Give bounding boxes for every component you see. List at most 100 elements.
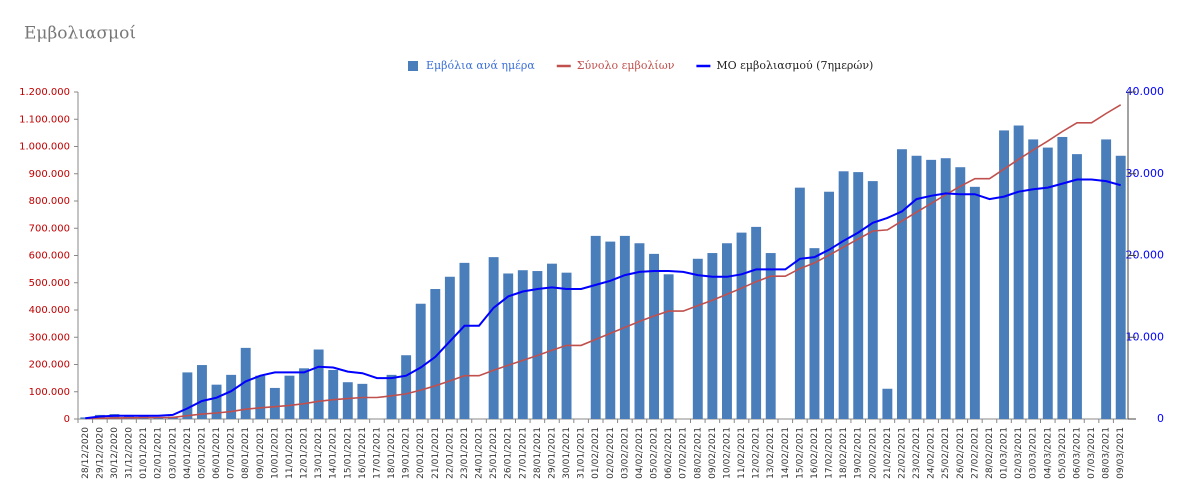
bar (722, 243, 732, 419)
y2-tick-label: 10.000 (1126, 330, 1165, 343)
x-tick-label: 17/02/2021 (825, 427, 835, 479)
bar (882, 388, 893, 419)
bar (765, 253, 776, 419)
bar (503, 273, 514, 419)
bar (605, 241, 616, 419)
x-tick-label: 04/01/2021 (183, 427, 193, 479)
x-tick-label: 07/03/2021 (1087, 427, 1097, 479)
x-tick-label: 25/02/2021 (941, 427, 951, 479)
bar (342, 382, 353, 419)
bar (634, 243, 645, 419)
y-tick-label: 200.000 (29, 360, 70, 371)
x-tick-label: 22/01/2021 (445, 427, 455, 479)
x-tick-label: 30/12/2020 (110, 427, 120, 479)
x-tick-label: 31/01/2021 (577, 427, 587, 479)
x-tick-label: 26/01/2021 (504, 427, 514, 479)
bar (736, 232, 747, 419)
bar (313, 349, 324, 419)
y-tick-label: 900.000 (29, 169, 70, 180)
bar (444, 276, 455, 419)
bar (547, 263, 557, 419)
y2-tick-label: 0 (1157, 412, 1164, 425)
x-tick-label: 01/01/2021 (139, 427, 149, 479)
x-tick-label: 02/03/2021 (1014, 427, 1024, 479)
x-tick-label: 10/01/2021 (270, 427, 280, 479)
x-tick-label: 29/01/2021 (547, 427, 557, 479)
bar (1042, 147, 1053, 419)
bar (459, 262, 470, 419)
bar (897, 149, 907, 419)
x-tick-label: 14/01/2021 (329, 427, 339, 479)
y2-tick-label: 40.000 (1126, 85, 1165, 98)
x-tick-label: 04/03/2021 (1043, 427, 1053, 479)
x-tick-label: 11/02/2021 (737, 427, 747, 479)
line (85, 178, 1121, 420)
x-tick-label: 28/01/2021 (533, 427, 543, 479)
bar (211, 384, 222, 419)
bar (1072, 154, 1082, 419)
y2-tick-label: 20.000 (1126, 249, 1165, 262)
y-tick-label: 600.000 (29, 251, 70, 262)
x-tick-label: 19/02/2021 (854, 427, 864, 479)
x-tick-label: 09/01/2021 (256, 427, 266, 479)
x-tick-label: 21/01/2021 (431, 427, 441, 479)
x-tick-label: 26/02/2021 (956, 427, 966, 479)
x-tick-label: 08/01/2021 (241, 427, 251, 479)
x-tick-label: 16/02/2021 (810, 427, 820, 479)
x-tick-label: 12/01/2021 (300, 427, 310, 479)
x-tick-label: 20/01/2021 (416, 427, 426, 479)
bar (415, 303, 426, 419)
bar (663, 274, 674, 419)
bar (328, 369, 339, 419)
legend-label: Εμβόλια ανά ημέρα (426, 59, 535, 72)
x-tick-label: 24/01/2021 (475, 427, 485, 479)
x-tick-label: 07/02/2021 (679, 427, 689, 479)
y-tick-label: 800.000 (29, 196, 70, 207)
bar (532, 271, 543, 419)
x-tick-label: 28/02/2021 (985, 427, 995, 479)
bar (794, 187, 805, 419)
x-tick-label: 08/02/2021 (693, 427, 703, 479)
bar (80, 417, 91, 419)
x-tick-label: 27/02/2021 (970, 427, 980, 479)
bar (299, 368, 309, 419)
x-tick-label: 09/03/2021 (1116, 427, 1126, 479)
y-tick-label: 1.100.000 (19, 114, 70, 125)
x-tick-label: 18/01/2021 (387, 427, 397, 479)
y-tick-label: 1.200.000 (19, 87, 70, 98)
bar (182, 372, 193, 419)
bar (969, 186, 980, 419)
bar (751, 226, 762, 419)
bar (692, 258, 703, 419)
chart-title: Εμβολιασμοί (24, 24, 136, 44)
y-tick-label: 700.000 (29, 223, 70, 234)
x-tick-label: 08/03/2021 (1102, 427, 1112, 479)
x-tick-label: 02/02/2021 (606, 427, 616, 479)
bar (838, 171, 849, 419)
x-tick-label: 09/02/2021 (708, 427, 718, 479)
y-tick-label: 400.000 (29, 305, 70, 316)
bar (911, 155, 922, 419)
x-tick-label: 16/01/2021 (358, 427, 368, 479)
bar (401, 355, 412, 419)
bar (809, 248, 820, 419)
bar (240, 347, 251, 419)
x-tick-label: 23/01/2021 (460, 427, 470, 479)
x-tick-label: 23/02/2021 (912, 427, 922, 479)
legend-label: ΜΟ εμβολιασμού (7ημερών) (716, 59, 873, 72)
bar (867, 181, 878, 419)
y-tick-label: 1.000.000 (19, 142, 70, 153)
bar (590, 235, 601, 419)
bar (940, 158, 951, 419)
bar (255, 375, 266, 419)
x-tick-label: 24/02/2021 (927, 427, 937, 479)
x-tick-label: 20/02/2021 (868, 427, 878, 479)
bar (284, 375, 295, 419)
x-tick-label: 22/02/2021 (897, 427, 907, 479)
bar (269, 387, 280, 419)
x-tick-label: 14/02/2021 (781, 427, 791, 479)
bar (226, 374, 237, 419)
x-tick-label: 06/03/2021 (1072, 427, 1082, 479)
bar (1115, 155, 1126, 419)
